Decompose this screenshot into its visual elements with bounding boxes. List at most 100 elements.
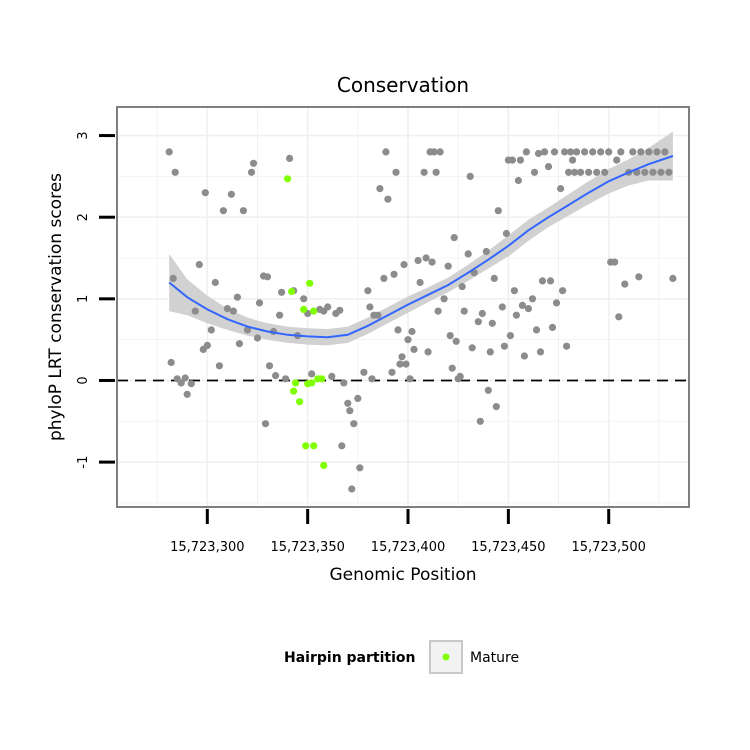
data-point: [601, 168, 609, 176]
data-point: [177, 379, 185, 387]
data-point: [223, 305, 231, 313]
confidence-band: [169, 131, 673, 346]
data-point: [538, 277, 547, 285]
data-point: [360, 368, 368, 376]
data-point: [249, 159, 258, 167]
data-point: [336, 306, 344, 314]
data-points: [165, 148, 677, 493]
data-point: [215, 362, 223, 370]
data-point-mature: [290, 387, 298, 395]
data-point: [532, 326, 541, 334]
data-point-mature: [296, 398, 304, 406]
data-point: [520, 352, 529, 360]
data-point: [235, 340, 243, 348]
data-point: [657, 168, 665, 176]
legend-title: Hairpin partition: [284, 650, 415, 666]
data-point: [565, 168, 573, 176]
data-point: [300, 295, 308, 303]
smooth-line: [168, 155, 674, 339]
data-point: [466, 172, 474, 180]
data-point: [272, 372, 280, 380]
data-point: [390, 270, 398, 278]
data-point: [458, 283, 466, 291]
data-point: [340, 379, 348, 387]
data-point: [617, 148, 625, 156]
data-point: [571, 168, 579, 176]
data-point: [450, 234, 458, 242]
data-point: [165, 148, 173, 156]
data-point: [484, 386, 492, 394]
data-point: [364, 287, 372, 295]
data-point: [548, 323, 557, 331]
data-point: [203, 341, 211, 349]
data-point: [550, 148, 559, 156]
data-point: [645, 148, 653, 156]
data-point: [229, 307, 237, 315]
data-point: [615, 313, 623, 321]
data-point: [621, 280, 629, 288]
data-point: [559, 287, 567, 295]
data-point: [171, 168, 179, 176]
data-point: [338, 442, 346, 450]
data-point: [356, 464, 364, 472]
data-point: [476, 417, 484, 425]
data-point: [524, 305, 533, 313]
data-point-mature: [284, 175, 292, 183]
data-point: [239, 207, 247, 215]
data-point: [506, 332, 514, 340]
data-point: [187, 380, 195, 388]
data-point: [346, 407, 354, 415]
legend-label-mature: Mature: [470, 650, 519, 666]
data-point: [641, 168, 649, 176]
data-point: [478, 309, 486, 318]
data-point: [589, 148, 597, 156]
data-point: [544, 163, 553, 171]
y-axis: -1 0 1 2 3: [76, 131, 115, 469]
data-point: [440, 295, 448, 303]
data-point: [169, 274, 177, 282]
x-tick-label: 15,723,500: [572, 540, 646, 555]
data-point: [446, 332, 454, 340]
data-point: [530, 168, 539, 176]
data-point: [392, 168, 400, 176]
data-point: [410, 345, 418, 353]
data-point: [354, 394, 362, 402]
data-point: [434, 307, 442, 315]
data-point: [482, 247, 490, 256]
data-point: [396, 360, 404, 368]
data-point: [597, 148, 605, 156]
data-point: [167, 358, 175, 367]
data-point: [522, 148, 531, 156]
data-point: [263, 273, 272, 281]
data-point: [219, 207, 227, 215]
data-point: [452, 337, 460, 345]
data-point-mature: [288, 287, 296, 296]
data-point: [181, 374, 189, 382]
data-point: [398, 353, 406, 361]
data-point: [573, 148, 581, 156]
data-point: [420, 168, 428, 176]
data-point: [593, 168, 601, 176]
data-point: [502, 229, 510, 238]
data-point: [432, 168, 440, 176]
data-point: [414, 256, 422, 265]
data-point: [227, 190, 235, 198]
data-point: [546, 277, 555, 285]
data-point: [464, 250, 472, 258]
data-point: [661, 148, 669, 156]
data-point: [265, 362, 274, 370]
data-point: [428, 258, 436, 266]
data-point: [430, 148, 438, 156]
data-point: [492, 403, 500, 411]
data-point: [344, 399, 352, 407]
data-point: [366, 303, 374, 311]
data-point: [500, 342, 508, 350]
data-point: [247, 168, 256, 176]
confidence-ribbon: [169, 131, 673, 346]
data-point: [635, 273, 643, 281]
data-point: [388, 368, 396, 376]
data-point: [518, 301, 527, 309]
data-point: [528, 295, 537, 303]
x-axis: 15,723,300 15,723,350 15,723,400 15,723,450…: [170, 509, 646, 555]
